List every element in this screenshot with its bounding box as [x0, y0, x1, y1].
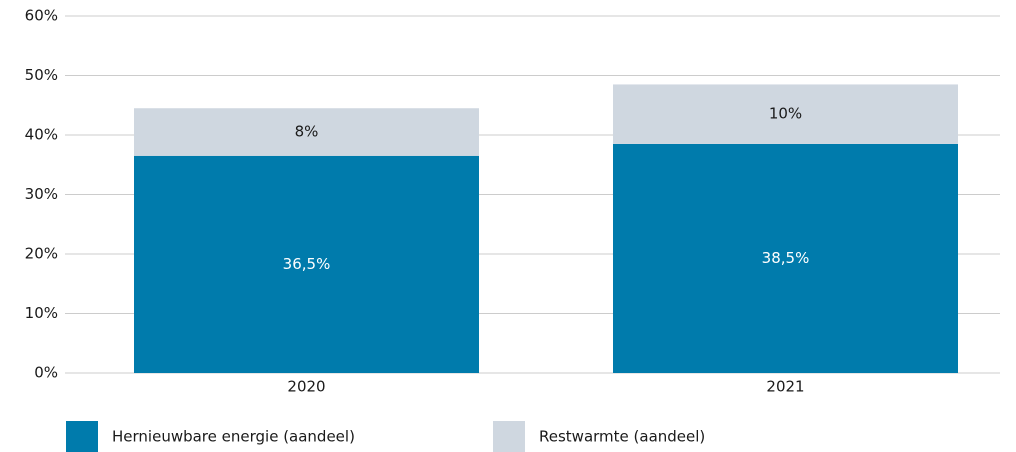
x-tick-label: 2020 — [287, 378, 325, 396]
bar-segment — [613, 143, 958, 373]
y-tick-label: 0% — [34, 364, 58, 382]
x-tick-label: 2021 — [766, 378, 804, 396]
value-label: 38,5% — [762, 249, 810, 267]
y-tick-label: 50% — [25, 66, 58, 84]
bar-segment — [134, 155, 479, 373]
legend-swatch — [493, 421, 525, 452]
bar-segment — [134, 108, 479, 156]
value-label: 10% — [769, 105, 802, 123]
legend-label: Hernieuwbare energie (aandeel) — [112, 428, 355, 446]
legend-label: Restwarmte (aandeel) — [539, 428, 705, 446]
y-tick-label: 30% — [25, 185, 58, 203]
y-tick-label: 10% — [25, 304, 58, 322]
bar-segment — [613, 84, 958, 144]
y-tick-label: 20% — [25, 245, 58, 263]
y-tick-label: 40% — [25, 126, 58, 144]
value-label: 8% — [295, 123, 319, 141]
value-label: 36,5% — [283, 255, 331, 273]
legend-swatch — [66, 421, 98, 452]
y-tick-label: 60% — [25, 7, 58, 25]
